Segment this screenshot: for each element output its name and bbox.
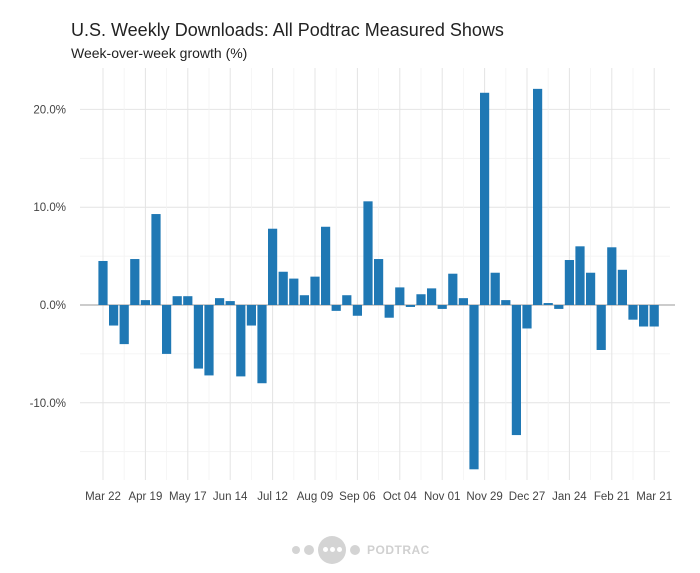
- bar: [543, 303, 553, 305]
- bar: [395, 287, 405, 305]
- x-tick-label: Jul 12: [257, 491, 288, 503]
- x-tick-label: Aug 09: [297, 491, 333, 503]
- y-axis-ticks: -10.0% 0.0% 10.0% 20.0%: [30, 104, 66, 409]
- bar: [469, 305, 479, 470]
- bar: [554, 305, 564, 309]
- bar: [564, 260, 574, 305]
- podtrac-logo: PODTRAC: [292, 536, 430, 564]
- bar: [384, 305, 394, 318]
- bar: [352, 305, 362, 316]
- x-tick-label: Apr 19: [128, 491, 162, 503]
- bar: [374, 259, 384, 305]
- bar: [363, 201, 373, 305]
- bar: [268, 228, 278, 305]
- bar: [649, 305, 659, 327]
- bar: [140, 300, 150, 305]
- logo-text: PODTRAC: [367, 543, 430, 557]
- bar: [617, 269, 627, 305]
- bar: [490, 272, 500, 305]
- bar: [342, 295, 352, 305]
- bars: [98, 88, 659, 470]
- bar: [172, 296, 182, 305]
- bar: [151, 214, 161, 305]
- logo-dot-icon: [304, 545, 314, 555]
- bar: [98, 260, 108, 305]
- bar: [639, 305, 649, 327]
- bar: [193, 305, 203, 369]
- bar: [257, 305, 267, 384]
- y-tick-label: -10.0%: [30, 398, 66, 410]
- y-tick-label: 0.0%: [40, 300, 66, 312]
- bar: [278, 271, 288, 305]
- x-tick-label: Oct 04: [383, 491, 417, 503]
- bar: [225, 301, 235, 305]
- bar: [458, 298, 468, 305]
- logo-dot-icon: [292, 546, 300, 554]
- x-tick-label: Mar 22: [85, 491, 121, 503]
- bar: [299, 295, 309, 305]
- bar: [215, 298, 225, 305]
- chart-title: U.S. Weekly Downloads: All Podtrac Measu…: [71, 20, 504, 40]
- bar: [448, 273, 458, 305]
- x-tick-label: Jun 14: [213, 491, 248, 503]
- bar: [416, 294, 426, 305]
- bar: [204, 305, 214, 376]
- y-tick-label: 10.0%: [33, 202, 66, 214]
- bar: [501, 300, 511, 305]
- x-tick-label: Nov 01: [424, 491, 460, 503]
- x-tick-label: Jan 24: [552, 491, 587, 503]
- bar: [236, 305, 246, 377]
- x-axis-ticks: Mar 22 Apr 19 May 17 Jun 14 Jul 12 Aug 09 Sep …: [85, 491, 672, 503]
- bar: [628, 305, 638, 320]
- y-tick-label: 20.0%: [33, 104, 66, 116]
- bar: [533, 88, 543, 305]
- bar: [522, 305, 532, 329]
- bar: [119, 305, 129, 345]
- x-tick-label: Mar 21: [636, 491, 672, 503]
- logo-dot-icon: [350, 545, 360, 555]
- bar: [162, 305, 172, 354]
- bar: [321, 226, 331, 305]
- bar: [289, 278, 299, 305]
- x-tick-label: Sep 06: [339, 491, 375, 503]
- bar: [596, 305, 606, 350]
- logo-circle-icon: [318, 536, 346, 564]
- bar: [586, 272, 596, 305]
- bar: [109, 305, 119, 326]
- bar: [575, 246, 585, 305]
- bar: [246, 305, 256, 326]
- bar: [405, 305, 415, 307]
- x-tick-label: Nov 29: [466, 491, 502, 503]
- chart-subtitle: Week-over-week growth (%): [71, 45, 248, 61]
- bar: [310, 276, 320, 305]
- x-tick-label: Dec 27: [509, 491, 545, 503]
- bar: [607, 247, 617, 305]
- bar: [437, 305, 447, 309]
- bar: [130, 259, 140, 305]
- x-tick-label: May 17: [169, 491, 207, 503]
- bar: [480, 92, 490, 305]
- x-tick-label: Feb 21: [594, 491, 630, 503]
- bar: [331, 305, 341, 311]
- bar: [511, 305, 521, 436]
- bar: [427, 288, 437, 305]
- bar: [183, 296, 193, 305]
